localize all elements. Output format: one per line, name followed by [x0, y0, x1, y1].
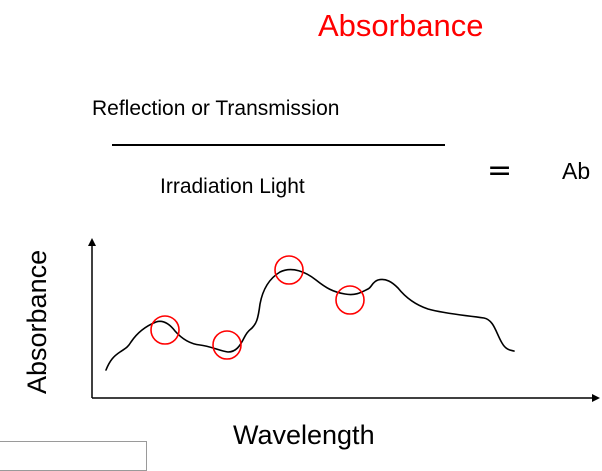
- fraction-denominator: Irradiation Light: [160, 175, 305, 198]
- equals-sign: =: [487, 153, 513, 188]
- fraction-bar: [112, 144, 445, 146]
- x-axis-label: Wavelength: [233, 420, 375, 450]
- highlight-circle-4: [335, 285, 365, 315]
- fraction-numerator: Reflection or Transmission: [92, 97, 340, 120]
- absorbance-spectrum-chart: [88, 238, 600, 402]
- slide-title: Absorbance: [318, 8, 484, 43]
- highlight-circle-1: [150, 315, 180, 345]
- highlight-circle-2: [212, 330, 242, 360]
- partial-frame: [0, 441, 147, 471]
- spectrum-curve: [105, 268, 515, 371]
- highlight-circle-3: [274, 255, 304, 285]
- formula-result-partial: Ab: [562, 158, 591, 184]
